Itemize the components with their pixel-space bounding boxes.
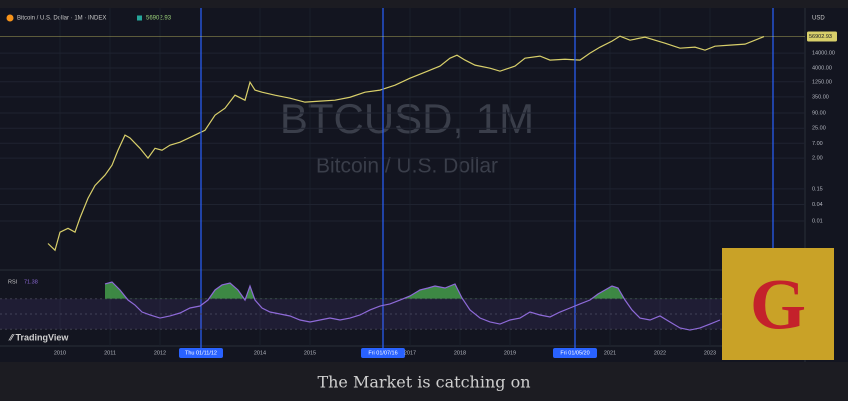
- marker-label-box: [361, 348, 405, 358]
- x-tick-label: 2017: [404, 350, 416, 356]
- plot: 14000.00 4000.00 1250.00 350.00 90.00 25.00 7.…: [0, 8, 837, 358]
- x-tick-label: 2014: [254, 350, 266, 356]
- symbol-title: Bitcoin / U.S. Dollar · 1M · INDEX: [17, 16, 106, 22]
- y-tick-label: 2.00: [812, 156, 823, 162]
- y-tick-label: 1250.00: [812, 79, 832, 85]
- x-tick-label: 2018: [454, 350, 466, 356]
- y-tick-label: 14000.00: [812, 51, 835, 57]
- y-tick-label: 0.01: [812, 218, 823, 224]
- logo-box: [722, 248, 834, 360]
- price-line: [47, 35, 765, 252]
- rsi-value: 71.38: [24, 279, 38, 285]
- y-tick-label: 7.00: [812, 141, 823, 147]
- marker-label-box: [553, 348, 597, 358]
- x-tick-label: 2023: [704, 350, 716, 356]
- last-price-box: [807, 31, 837, 42]
- chart-panel: [0, 8, 848, 362]
- y-tick-label: 25.00: [812, 126, 826, 132]
- marker-label: Fri 01/05/20: [560, 350, 589, 356]
- marker-label-box: [179, 348, 223, 358]
- y-tick-label: 4000.00: [812, 65, 832, 71]
- x-tick-label: 2012: [154, 350, 166, 356]
- x-tick-label: 2011: [104, 350, 116, 356]
- tradingview-logo: ⁄⁄ TradingView: [8, 332, 69, 342]
- x-tick-label: 2019: [504, 350, 516, 356]
- overbought-fill: [105, 282, 625, 299]
- watermark: BTCUSD, 1M: [280, 95, 534, 142]
- logo-letter: G: [750, 265, 806, 345]
- y-tick-label: 90.00: [812, 110, 826, 116]
- rsi-title: RSI: [8, 279, 18, 285]
- marker-label: Fri 01/07/16: [368, 350, 397, 356]
- x-tick-label: 2015: [304, 350, 316, 356]
- price-line: [104, 281, 721, 331]
- symbol-icon: [6, 14, 14, 22]
- last-price-label: 56902.93: [809, 34, 832, 40]
- y-tick-label: 0.15: [812, 186, 823, 192]
- rsi-band: [0, 298, 805, 330]
- watermark-subtitle: Bitcoin / U.S. Dollar: [316, 155, 498, 178]
- currency-label: USD: [812, 16, 825, 22]
- x-tick-label: 2010: [54, 350, 66, 356]
- y-tick-label: 0.04: [812, 202, 823, 208]
- caption: The Market is catching on: [317, 373, 530, 392]
- x-tick-label: 2022: [654, 350, 666, 356]
- header-price: 56902.93: [146, 16, 172, 22]
- x-tick-label: 2021: [604, 350, 616, 356]
- status-dot: [137, 15, 142, 21]
- marker-label: Thu 01/11/12: [185, 350, 217, 356]
- y-tick-label: 350.00: [812, 94, 829, 100]
